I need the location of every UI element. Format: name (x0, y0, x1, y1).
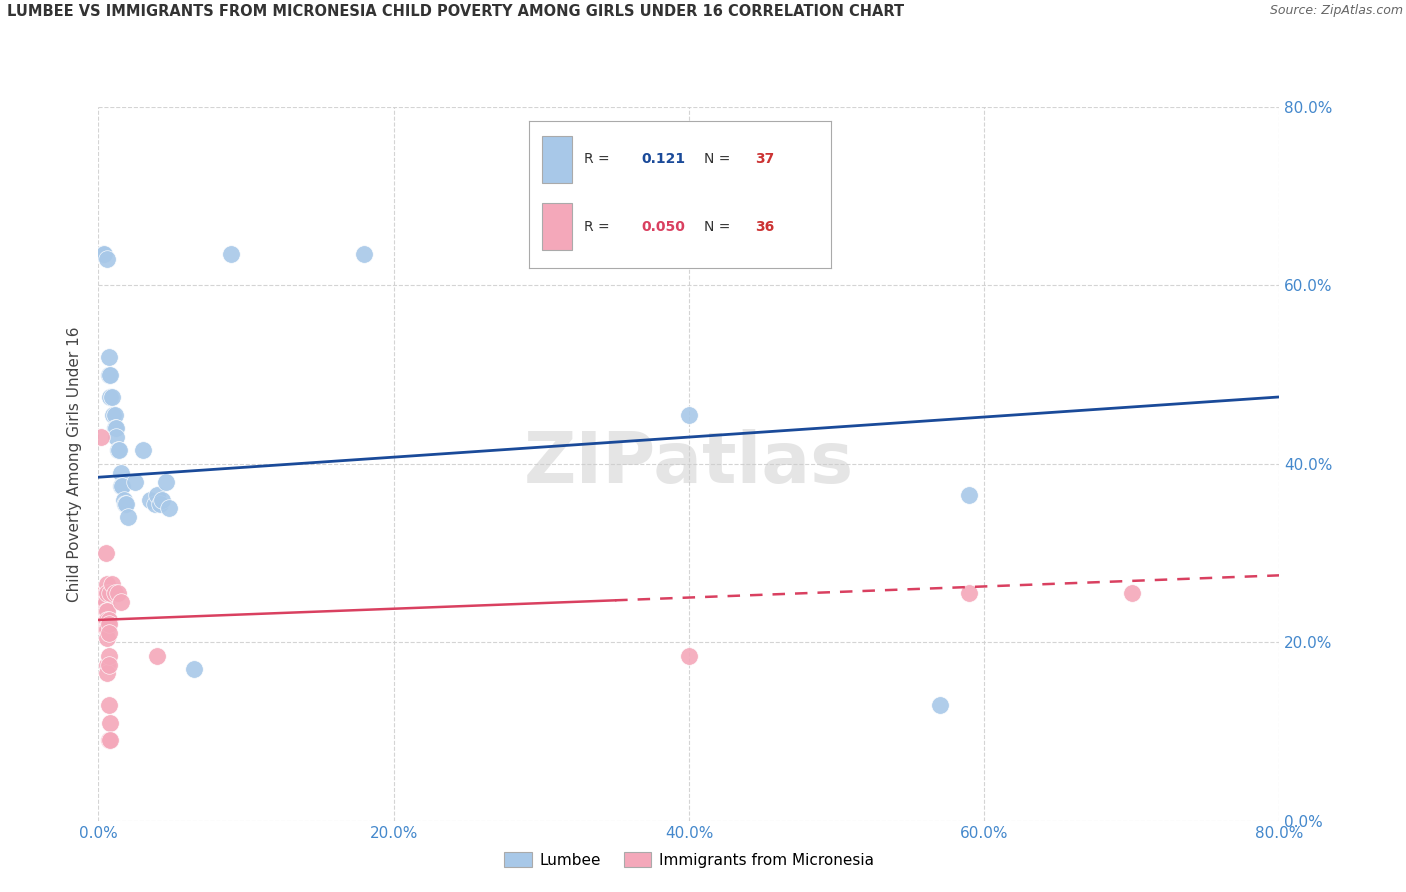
Point (91, 586, 114, 600)
Point (94, 595, 117, 609)
Point (353, 247, 375, 261)
Point (928, 698, 950, 712)
Text: ZIPatlas: ZIPatlas (524, 429, 853, 499)
Point (114, 497, 136, 511)
Point (143, 497, 166, 511)
Point (107, 443, 129, 458)
Point (98, 715, 121, 730)
Point (117, 510, 139, 524)
Point (96, 622, 118, 636)
Point (149, 497, 172, 511)
Point (103, 408, 125, 422)
Point (94, 622, 117, 636)
Point (94, 546, 117, 560)
Point (157, 501, 180, 516)
Point (115, 497, 138, 511)
Point (93, 247, 115, 261)
Point (107, 586, 129, 600)
Legend: Lumbee, Immigrants from Micronesia: Lumbee, Immigrants from Micronesia (498, 846, 880, 873)
Text: LUMBEE VS IMMIGRANTS FROM MICRONESIA CHILD POVERTY AMONG GIRLS UNDER 16 CORRELAT: LUMBEE VS IMMIGRANTS FROM MICRONESIA CHI… (7, 4, 904, 20)
Point (959, 586, 981, 600)
Point (97, 613, 120, 627)
Point (124, 475, 146, 489)
Point (98, 368, 121, 382)
Point (678, 648, 700, 663)
Point (97, 698, 120, 712)
Point (98, 586, 121, 600)
Point (959, 488, 981, 502)
Point (97, 648, 120, 663)
Point (100, 577, 122, 591)
Point (96, 252, 118, 266)
Point (111, 479, 134, 493)
Point (155, 475, 177, 489)
Point (108, 443, 131, 458)
Point (100, 390, 122, 404)
Point (96, 604, 118, 618)
Point (183, 662, 205, 676)
Point (146, 488, 169, 502)
Point (132, 443, 155, 458)
Point (97, 368, 120, 382)
Point (139, 492, 162, 507)
Point (98, 733, 121, 747)
Point (105, 421, 128, 435)
Point (96, 613, 118, 627)
Y-axis label: Child Poverty Among Girls Under 16: Child Poverty Among Girls Under 16 (67, 326, 83, 601)
Point (93, 586, 115, 600)
Point (110, 466, 132, 480)
Point (219, 247, 242, 261)
Point (104, 586, 127, 600)
Point (112, 492, 135, 507)
Point (90, 430, 112, 444)
Point (1121, 586, 1143, 600)
Point (110, 595, 132, 609)
Point (94, 604, 117, 618)
Point (96, 577, 118, 591)
Point (105, 430, 128, 444)
Point (97, 626, 120, 640)
Point (94, 613, 117, 627)
Point (97, 733, 120, 747)
Point (110, 479, 132, 493)
Point (678, 408, 700, 422)
Point (94, 586, 117, 600)
Point (98, 390, 121, 404)
Point (93, 595, 115, 609)
Point (146, 648, 169, 663)
Point (97, 350, 120, 364)
Text: Source: ZipAtlas.com: Source: ZipAtlas.com (1270, 4, 1403, 18)
Point (104, 408, 127, 422)
Point (97, 617, 120, 632)
Point (97, 657, 120, 672)
Point (96, 586, 118, 600)
Point (96, 657, 118, 672)
Point (91, 247, 114, 261)
Point (104, 421, 127, 435)
Point (150, 492, 173, 507)
Point (96, 666, 118, 681)
Point (96, 631, 118, 645)
